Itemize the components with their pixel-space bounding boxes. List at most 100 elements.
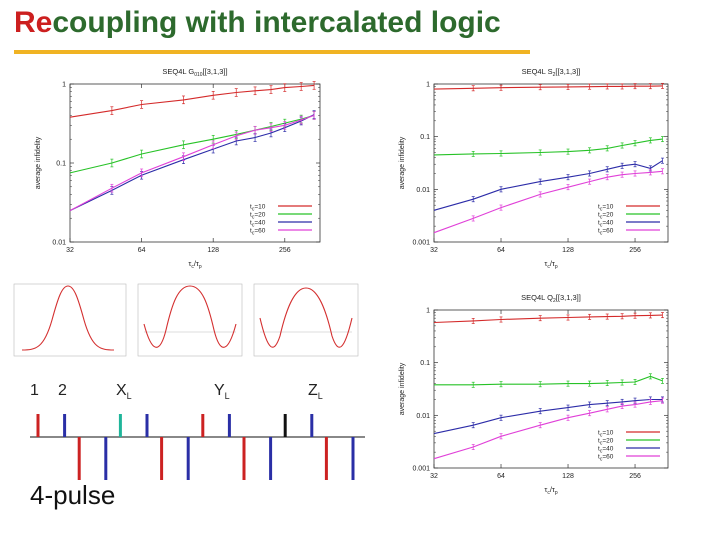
x-tick-label: 128 bbox=[207, 247, 219, 254]
x-axis-label: τc /τp bbox=[544, 259, 558, 270]
y-tick-label: 0.1 bbox=[420, 134, 430, 141]
chart-title-1: SEQ4L S2 [[3,1,3]] bbox=[522, 67, 581, 78]
error-bar bbox=[605, 406, 609, 413]
error-bar bbox=[605, 400, 609, 407]
series-line-3 bbox=[433, 400, 663, 460]
x-tick-label: 32 bbox=[430, 247, 438, 254]
error-bar bbox=[253, 125, 257, 135]
error-bar bbox=[312, 111, 316, 120]
y-tick-label: 0.1 bbox=[56, 161, 66, 168]
plot-frame bbox=[433, 309, 669, 469]
error-bar bbox=[648, 83, 652, 90]
error-bar bbox=[648, 169, 652, 176]
error-bar bbox=[588, 83, 592, 90]
series-line-0 bbox=[69, 84, 315, 118]
error-bar bbox=[499, 84, 503, 91]
error-bar bbox=[566, 404, 570, 411]
error-bar bbox=[312, 81, 316, 90]
error-bar bbox=[648, 137, 652, 144]
y-tick-label: 1 bbox=[426, 308, 430, 315]
legend-label-0: tc =10 bbox=[598, 204, 614, 213]
y-axis-label: average infidelity bbox=[399, 362, 406, 415]
error-bar bbox=[499, 414, 503, 421]
error-bar bbox=[566, 414, 570, 421]
chart-title-0: SEQ4L G010 [[3,1,3]] bbox=[162, 67, 227, 78]
waveform-thumb-2 bbox=[137, 283, 243, 357]
y-tick-label: 0.01 bbox=[52, 240, 66, 247]
error-bar bbox=[605, 313, 609, 320]
error-bar bbox=[110, 183, 114, 193]
error-bar bbox=[588, 147, 592, 154]
error-bar bbox=[660, 168, 664, 175]
error-bar bbox=[605, 380, 609, 387]
error-bar bbox=[620, 313, 624, 320]
y-axis-label: average infidelity bbox=[399, 136, 406, 189]
error-bar bbox=[620, 171, 624, 178]
error-bar bbox=[538, 84, 542, 91]
y-tick-label: 0.001 bbox=[412, 240, 430, 247]
error-bar bbox=[660, 312, 664, 319]
legend-label-3: tc =60 bbox=[598, 454, 614, 463]
error-bar bbox=[566, 174, 570, 181]
legend-label-1: tc =20 bbox=[598, 212, 614, 221]
series-line-2 bbox=[433, 398, 663, 435]
error-bar bbox=[471, 422, 475, 429]
error-bar bbox=[471, 317, 475, 324]
chart-title-2: SEQ4L Q2 [[3,1,3]] bbox=[521, 293, 581, 304]
pulse-label-xl: XL bbox=[116, 382, 132, 402]
error-bar bbox=[566, 184, 570, 191]
error-bar bbox=[648, 398, 652, 405]
error-bar bbox=[140, 100, 144, 109]
title-rest: coupling with intercalated logic bbox=[52, 6, 501, 39]
error-bar bbox=[140, 168, 144, 178]
x-tick-label: 64 bbox=[497, 473, 505, 480]
error-bar bbox=[620, 379, 624, 386]
error-bar bbox=[538, 178, 542, 185]
error-bar bbox=[538, 408, 542, 415]
error-bar bbox=[660, 82, 664, 89]
error-bar bbox=[605, 145, 609, 152]
error-bar bbox=[471, 444, 475, 450]
error-bar bbox=[283, 83, 287, 92]
error-bar bbox=[499, 381, 503, 388]
error-bar bbox=[471, 381, 475, 388]
error-bar bbox=[605, 174, 609, 181]
series-line-0 bbox=[433, 85, 663, 90]
error-bar bbox=[648, 373, 652, 380]
pulse-label-2: 2 bbox=[58, 382, 67, 399]
error-bar bbox=[588, 313, 592, 320]
error-bar bbox=[269, 85, 273, 94]
legend-label-2: tc =40 bbox=[250, 220, 266, 229]
error-bar bbox=[181, 95, 185, 105]
plot-frame bbox=[433, 83, 669, 243]
error-bar bbox=[253, 86, 257, 96]
legend-label-2: tc =40 bbox=[598, 220, 614, 229]
error-bar bbox=[566, 83, 570, 90]
error-bar bbox=[471, 215, 475, 222]
x-tick-label: 256 bbox=[629, 247, 641, 254]
error-bar bbox=[499, 150, 503, 157]
error-bar bbox=[633, 312, 637, 319]
error-bar bbox=[660, 377, 664, 384]
error-bar bbox=[538, 191, 542, 198]
error-bar bbox=[633, 170, 637, 177]
error-bar bbox=[299, 82, 303, 91]
x-tick-label: 32 bbox=[430, 473, 438, 480]
legend-label-3: tc =60 bbox=[250, 228, 266, 237]
legend-label-2: tc =40 bbox=[598, 446, 614, 455]
x-axis-label: τc /τp bbox=[544, 485, 558, 496]
error-bar bbox=[633, 401, 637, 408]
series-line-2 bbox=[433, 160, 663, 211]
title-underline bbox=[14, 50, 530, 54]
legend-label-3: tc =60 bbox=[598, 228, 614, 237]
error-bar bbox=[660, 397, 664, 404]
x-axis-label: τc /τp bbox=[188, 259, 202, 270]
error-bar bbox=[234, 88, 238, 97]
chart-s2: SEQ4L S2 [[3,1,3]] 0.001 0.01 0.1 1 32 64 128 25… bbox=[399, 67, 669, 270]
y-tick-label: 0.001 bbox=[412, 466, 430, 473]
y-tick-label: 0.1 bbox=[420, 360, 430, 367]
error-bar bbox=[283, 121, 287, 130]
error-bar bbox=[660, 136, 664, 143]
error-bar bbox=[471, 85, 475, 92]
chart-g010: SEQ4L G010 [[3,1,3]] 0.01 0.1 1 32 64 128 256 τc… bbox=[35, 67, 321, 270]
